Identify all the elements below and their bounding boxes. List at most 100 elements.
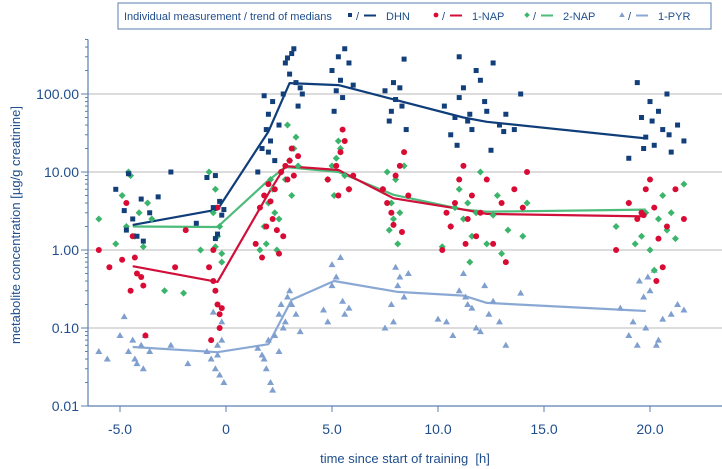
point-1-pyr (495, 318, 503, 325)
point-1-nap (267, 198, 274, 205)
point-2-nap (504, 226, 512, 234)
point-1-pyr (336, 254, 344, 261)
point-2-nap (654, 215, 662, 223)
point-2-nap (216, 223, 224, 231)
point-1-pyr (279, 324, 287, 331)
point-dhn (660, 127, 666, 133)
point-1-pyr (449, 332, 457, 339)
point-1-pyr (167, 341, 175, 348)
point-dhn (386, 118, 392, 124)
point-1-nap (210, 247, 217, 253)
point-dhn (675, 122, 681, 128)
point-1-pyr (103, 355, 111, 362)
median-line-dhn (132, 81, 646, 226)
point-1-nap (390, 221, 397, 228)
x-tick-label: 20.0 (636, 421, 663, 437)
point-2-nap (468, 232, 476, 240)
point-1-nap (129, 233, 136, 240)
point-2-nap (667, 209, 675, 217)
point-1-pyr (211, 365, 219, 372)
point-1-pyr (129, 336, 137, 343)
point-dhn (212, 173, 218, 179)
point-2-nap (638, 232, 646, 240)
point-1-pyr (396, 273, 404, 280)
point-1-nap (324, 176, 331, 183)
point-dhn (155, 194, 161, 200)
point-dhn (289, 51, 295, 57)
point-dhn (465, 118, 471, 124)
point-1-nap (625, 200, 632, 207)
point-1-nap (206, 264, 213, 271)
point-2-nap (489, 211, 497, 219)
point-dhn (668, 149, 674, 155)
point-dhn (335, 54, 341, 60)
point-1-nap (502, 259, 509, 266)
point-dhn (460, 85, 466, 91)
point-dhn (287, 71, 293, 77)
point-1-pyr (635, 277, 643, 284)
point-1-pyr (489, 297, 497, 304)
point-2-nap (135, 209, 143, 217)
point-1-nap (498, 200, 505, 207)
point-1-nap (451, 200, 458, 207)
point-dhn (390, 80, 396, 86)
legend-separator: / (442, 11, 446, 23)
point-1-nap (640, 212, 647, 219)
point-dhn (276, 122, 282, 128)
point-dhn (456, 54, 462, 60)
point-1-pyr (633, 341, 641, 348)
axes: 0.01 0.10 1.00 10.00 100.00 -5.0 0 5.0 10.0 15.0 2… (36, 38, 722, 437)
point-1-nap (263, 223, 270, 230)
point-dhn (333, 88, 339, 94)
point-1-pyr (271, 332, 279, 339)
point-dhn (340, 95, 346, 101)
point-1-nap (212, 287, 219, 294)
point-2-nap (650, 266, 658, 274)
point-dhn (168, 169, 174, 175)
point-1-nap (335, 192, 342, 199)
point-dhn (291, 46, 297, 52)
point-1-nap (216, 311, 223, 318)
point-1-pyr (207, 355, 215, 362)
point-1-pyr (404, 269, 412, 276)
point-dhn (193, 220, 199, 226)
point-1-pyr (464, 301, 472, 308)
legend-label-dhn: DHN (386, 11, 410, 23)
point-1-nap (439, 247, 446, 253)
point-dhn (212, 236, 218, 242)
point-2-nap (118, 191, 126, 199)
point-1-nap (295, 153, 302, 160)
point-1-nap (462, 240, 469, 247)
point-1-pyr (642, 324, 650, 331)
point-1-pyr (476, 328, 484, 335)
point-1-pyr (267, 379, 275, 386)
point-dhn (346, 60, 352, 66)
point-2-nap (387, 199, 395, 207)
point-dhn (255, 169, 261, 175)
point-1-pyr (481, 282, 489, 289)
point-1-nap (379, 186, 386, 193)
point-1-pyr (124, 347, 132, 354)
point-2-nap (671, 235, 679, 243)
point-1-nap (456, 176, 463, 183)
point-dhn (147, 210, 153, 216)
point-1-pyr (332, 273, 340, 280)
point-dhn (331, 108, 337, 114)
point-dhn (272, 158, 278, 164)
median-line-1-pyr (132, 279, 646, 354)
point-1-nap (401, 149, 408, 156)
point-dhn (123, 227, 129, 233)
y-tick-label: 0.10 (52, 320, 79, 336)
point-1-nap (256, 204, 263, 211)
point-1-nap (288, 145, 295, 152)
point-1-nap (282, 162, 289, 169)
point-1-pyr (389, 318, 397, 325)
point-1-nap (680, 215, 687, 222)
point-dhn (215, 231, 221, 237)
point-1-nap (284, 176, 291, 183)
point-1-nap (216, 325, 223, 331)
point-1-pyr (680, 306, 688, 313)
point-1-nap (265, 181, 272, 188)
point-1-nap (653, 278, 660, 285)
point-1-nap (473, 233, 480, 240)
